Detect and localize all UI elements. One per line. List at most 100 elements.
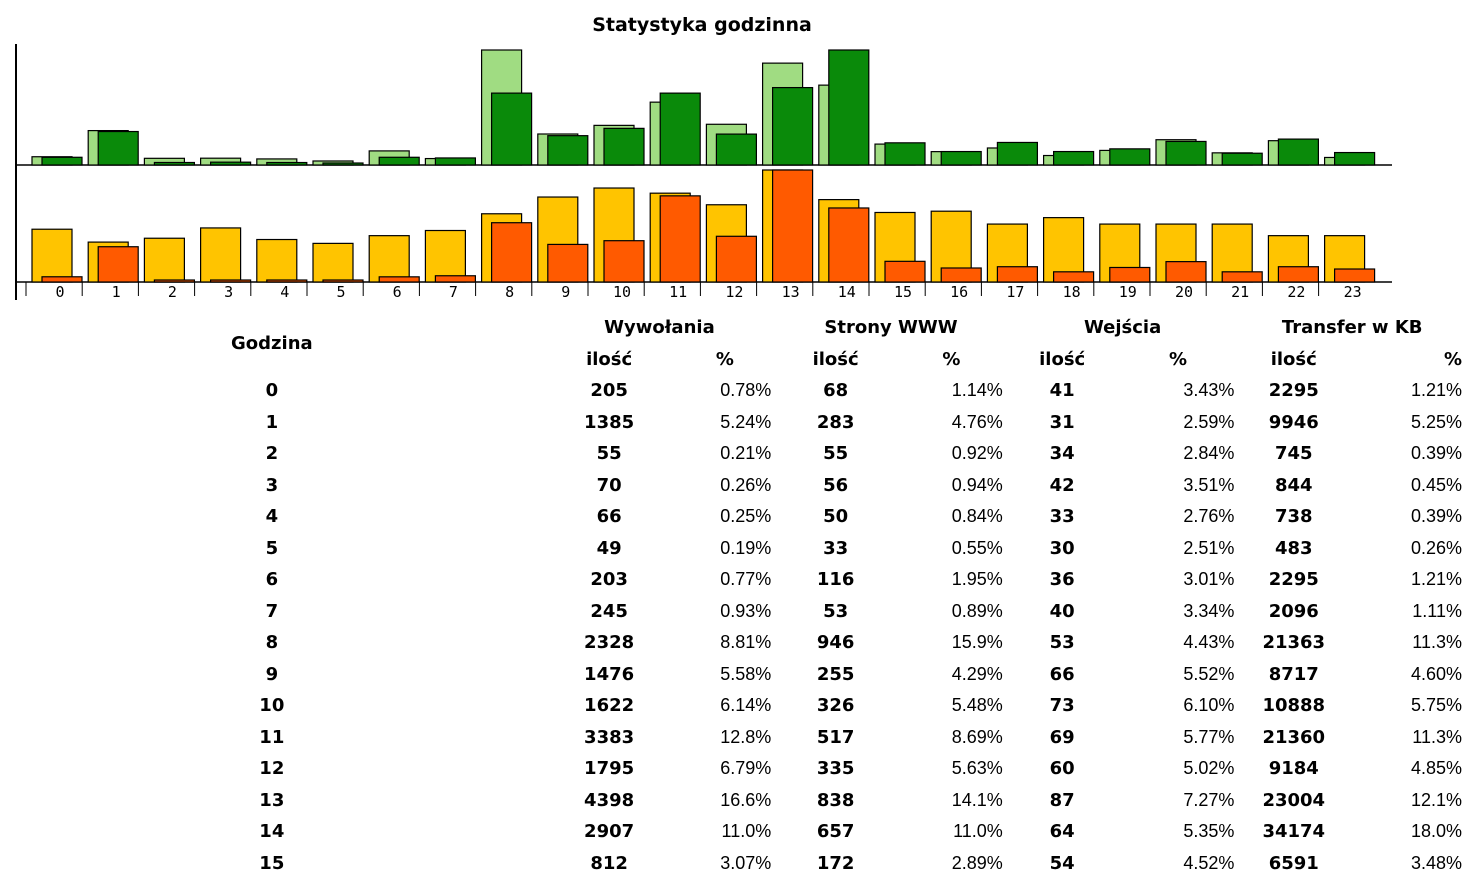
hour-cell: 5 <box>0 533 544 565</box>
hour-cell: 7 <box>0 596 544 628</box>
percent-cell: 1.11% <box>1349 596 1466 628</box>
percent-cell: 5.58% <box>675 659 776 691</box>
percent-cell: 6.14% <box>675 690 776 722</box>
percent-cell: 4.60% <box>1349 659 1466 691</box>
x-tick-label: 16 <box>950 283 968 301</box>
lower-bar-front <box>98 247 138 282</box>
hour-cell: 3 <box>0 470 544 502</box>
percent-cell: 12.1% <box>1349 785 1466 817</box>
group-header-transfer: Transfer w KB <box>1238 312 1466 344</box>
upper-bar-front <box>42 157 82 165</box>
x-tick-label: 8 <box>505 283 514 301</box>
group-header-strony: Strony WWW <box>775 312 1007 344</box>
count-cell: 255 <box>775 659 896 691</box>
upper-bar-front <box>98 132 138 165</box>
hour-cell: 11 <box>0 722 544 754</box>
percent-cell: 18.0% <box>1349 816 1466 848</box>
count-cell: 56 <box>775 470 896 502</box>
percent-cell: 4.29% <box>896 659 1007 691</box>
x-tick-label: 1 <box>112 283 121 301</box>
percent-cell: 5.75% <box>1349 690 1466 722</box>
upper-bar-front <box>492 93 532 165</box>
percent-cell: 12.8% <box>675 722 776 754</box>
count-cell: 53 <box>775 596 896 628</box>
group-header-row: Godzina Wywołania Strony WWW Wejścia Tra… <box>0 312 1466 344</box>
count-cell: 36 <box>1007 564 1118 596</box>
count-cell: 33 <box>1007 501 1118 533</box>
lower-bar-front <box>1335 269 1375 282</box>
count-cell: 6591 <box>1238 848 1349 879</box>
lower-bar-back <box>425 231 465 282</box>
count-cell: 2096 <box>1238 596 1349 628</box>
lower-bar-back <box>369 236 409 282</box>
count-cell: 69 <box>1007 722 1118 754</box>
upper-bar-front <box>154 162 194 165</box>
count-cell: 66 <box>544 501 675 533</box>
percent-cell: 3.43% <box>1118 375 1239 407</box>
count-cell: 483 <box>1238 533 1349 565</box>
percent-cell: 0.39% <box>1349 438 1466 470</box>
percent-cell: 0.92% <box>896 438 1007 470</box>
percent-cell: 4.76% <box>896 407 1007 439</box>
percent-cell: 1.21% <box>1349 375 1466 407</box>
count-cell: 812 <box>544 848 675 879</box>
hour-cell: 13 <box>0 785 544 817</box>
group-header-wywolania: Wywołania <box>544 312 776 344</box>
hour-cell: 6 <box>0 564 544 596</box>
percent-cell: 7.27% <box>1118 785 1239 817</box>
percent-cell: 0.55% <box>896 533 1007 565</box>
count-cell: 64 <box>1007 816 1118 848</box>
count-cell: 335 <box>775 753 896 785</box>
percent-cell: 4.52% <box>1118 848 1239 879</box>
upper-bar-front <box>829 50 869 165</box>
lower-bar-front <box>492 223 532 282</box>
percent-cell: 0.94% <box>896 470 1007 502</box>
count-header: ilość <box>1007 344 1118 376</box>
x-tick-label: 21 <box>1231 283 1249 301</box>
percent-cell: 0.26% <box>675 470 776 502</box>
count-header: ilość <box>1238 344 1349 376</box>
x-tick-label: 9 <box>561 283 570 301</box>
percent-cell: 0.77% <box>675 564 776 596</box>
count-cell: 60 <box>1007 753 1118 785</box>
hour-header: Godzina <box>0 312 544 375</box>
lower-bar-front <box>379 277 419 282</box>
upper-bar-front <box>773 88 813 165</box>
lower-bar-back <box>201 228 241 282</box>
x-tick-label: 13 <box>782 283 800 301</box>
count-cell: 946 <box>775 627 896 659</box>
count-cell: 3383 <box>544 722 675 754</box>
hour-cell: 15 <box>0 848 544 879</box>
count-cell: 283 <box>775 407 896 439</box>
upper-bar-front <box>379 157 419 165</box>
upper-bar-front <box>941 152 981 165</box>
percent-cell: 2.89% <box>896 848 1007 879</box>
count-cell: 21363 <box>1238 627 1349 659</box>
count-cell: 73 <box>1007 690 1118 722</box>
upper-bar-front <box>323 163 363 165</box>
lower-bar-front <box>885 261 925 282</box>
lower-bar-front <box>435 276 475 282</box>
percent-cell: 4.43% <box>1118 627 1239 659</box>
count-cell: 8717 <box>1238 659 1349 691</box>
lower-bar-front <box>660 196 700 282</box>
x-tick-label: 23 <box>1344 283 1362 301</box>
percent-cell: 2.59% <box>1118 407 1239 439</box>
percent-cell: 3.48% <box>1349 848 1466 879</box>
count-cell: 87 <box>1007 785 1118 817</box>
count-cell: 2295 <box>1238 564 1349 596</box>
lower-bar-front <box>716 236 756 282</box>
count-cell: 10888 <box>1238 690 1349 722</box>
percent-cell: 5.77% <box>1118 722 1239 754</box>
hour-cell: 0 <box>0 375 544 407</box>
count-cell: 2907 <box>544 816 675 848</box>
lower-bar-front <box>211 280 251 282</box>
count-cell: 326 <box>775 690 896 722</box>
percent-cell: 11.3% <box>1349 722 1466 754</box>
x-tick-label: 22 <box>1287 283 1305 301</box>
percent-cell: 16.6% <box>675 785 776 817</box>
